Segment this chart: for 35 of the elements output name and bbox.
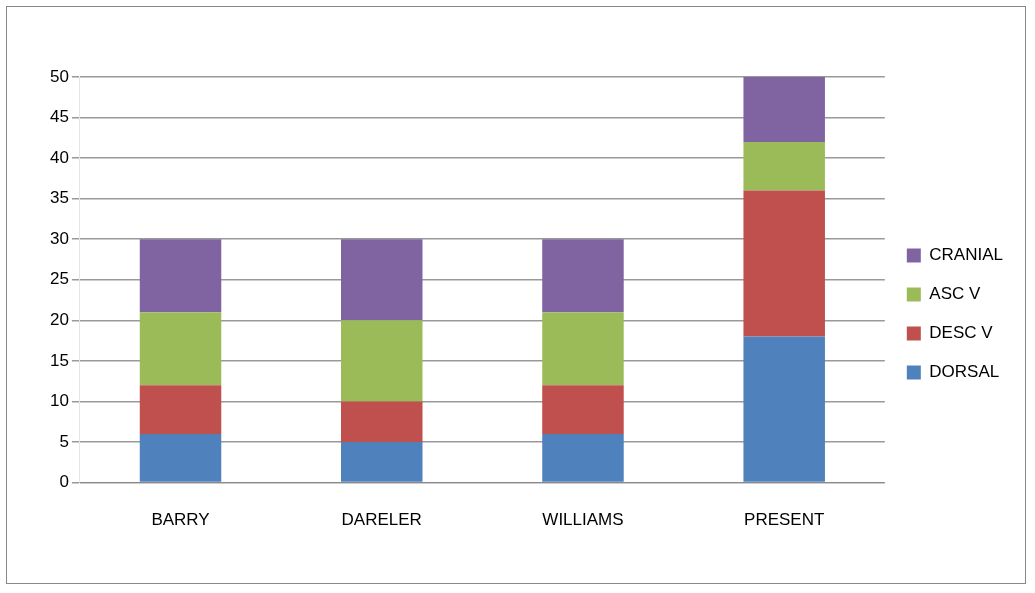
x-tick-label: BARRY bbox=[151, 510, 210, 530]
bar bbox=[743, 190, 825, 337]
legend-label: DESC V bbox=[929, 323, 994, 343]
bar bbox=[743, 336, 825, 482]
x-tick-label: WILLIAMS bbox=[542, 510, 624, 530]
y-tick-label: 5 bbox=[59, 431, 69, 451]
x-tick-label: DARELER bbox=[341, 510, 422, 530]
y-tick-label: 20 bbox=[49, 310, 69, 330]
bar bbox=[542, 312, 624, 386]
y-tick-label: 40 bbox=[49, 147, 69, 167]
y-tick-label: 15 bbox=[49, 350, 69, 370]
bar bbox=[542, 239, 624, 313]
bar bbox=[139, 433, 222, 482]
y-tick-label: 30 bbox=[49, 228, 69, 248]
bar bbox=[341, 320, 423, 402]
bar bbox=[139, 385, 222, 434]
y-tick-label: 35 bbox=[49, 188, 69, 208]
y-tick-label: 0 bbox=[59, 472, 69, 492]
bar bbox=[743, 141, 825, 191]
legend-label: CRANIAL bbox=[929, 245, 1003, 265]
bar bbox=[743, 77, 825, 142]
bar bbox=[139, 312, 222, 386]
y-tick-label: 50 bbox=[49, 66, 69, 86]
bar bbox=[139, 239, 222, 313]
legend-label: DORSAL bbox=[929, 362, 1000, 382]
bar bbox=[341, 442, 423, 482]
y-tick-label: 10 bbox=[49, 391, 69, 411]
bar bbox=[341, 239, 423, 321]
bar bbox=[542, 385, 624, 434]
y-tick-label: 25 bbox=[49, 269, 69, 289]
legend-label: ASC V bbox=[929, 284, 981, 304]
x-tick-label: PRESENT bbox=[744, 510, 825, 530]
bar bbox=[341, 401, 423, 443]
y-tick-label: 45 bbox=[49, 107, 69, 127]
bar bbox=[542, 433, 624, 482]
